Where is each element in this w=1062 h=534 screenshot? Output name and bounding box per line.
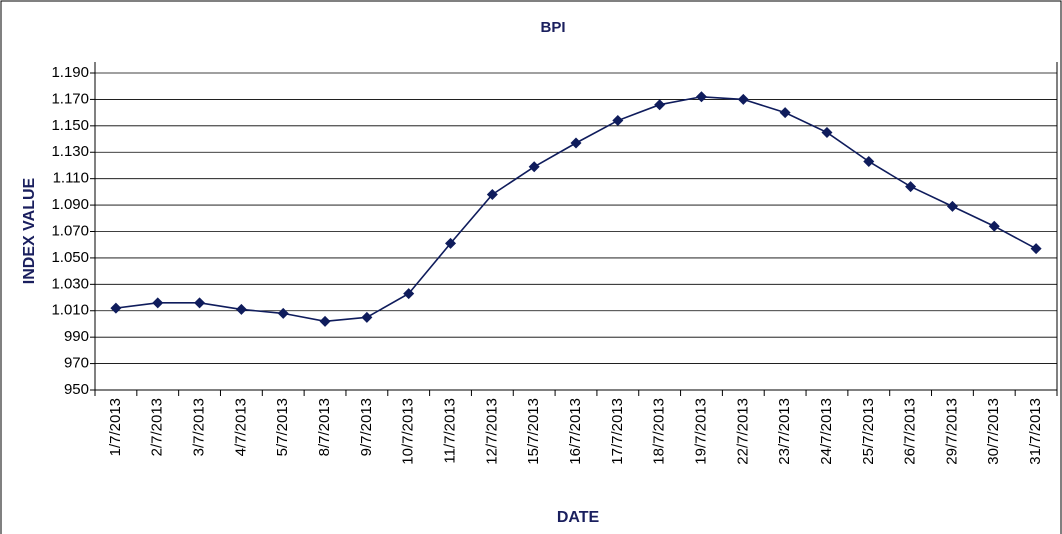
data-point [654,99,666,111]
data-point [152,297,164,309]
x-tick-label: 12/7/2013 [483,398,500,465]
data-point [403,288,415,300]
y-tick-label: 1.030 [51,275,89,292]
data-point [528,161,540,173]
x-tick-label: 31/7/2013 [1027,398,1044,465]
data-point [737,93,749,105]
data-point [905,181,917,193]
chart-title: BPI [540,19,565,36]
x-tick-label: 8/7/2013 [316,398,333,456]
y-tick-label: 950 [64,381,89,398]
data-point [695,91,707,103]
data-point [277,307,289,319]
x-tick-label: 4/7/2013 [232,398,249,456]
x-tick-label: 22/7/2013 [734,398,751,465]
data-point [570,137,582,149]
x-tick-label: 9/7/2013 [358,398,375,456]
x-tick-label: 16/7/2013 [567,398,584,465]
y-axis-title: INDEX VALUE [21,177,38,284]
data-point [319,315,331,327]
x-tick-label: 5/7/2013 [274,398,291,456]
x-tick-label: 18/7/2013 [651,398,668,465]
x-tick-label: 15/7/2013 [525,398,542,465]
data-point [445,237,457,249]
data-point [486,189,498,201]
y-tick-label: 1.090 [51,196,89,213]
x-tick-label: 3/7/2013 [191,398,208,456]
data-point [946,200,958,212]
x-tick-label: 25/7/2013 [860,398,877,465]
data-point [235,303,247,315]
y-tick-label: 1.130 [51,143,89,160]
data-point [110,302,122,314]
x-tick-label: 26/7/2013 [902,398,919,465]
x-tick-label: 24/7/2013 [818,398,835,465]
data-point [194,297,206,309]
y-tick-label: 1.070 [51,222,89,239]
x-tick-label: 29/7/2013 [943,398,960,465]
x-tick-label: 19/7/2013 [692,398,709,465]
x-tick-label: 10/7/2013 [400,398,417,465]
y-tick-label: 990 [64,328,89,345]
data-point [821,126,833,138]
x-tick-label: 17/7/2013 [609,398,626,465]
x-tick-label: 2/7/2013 [149,398,166,456]
data-point [1030,243,1042,255]
y-tick-label: 1.050 [51,249,89,266]
y-tick-label: 1.110 [53,170,89,187]
y-tick-label: 1.150 [51,117,89,134]
x-tick-label: 23/7/2013 [776,398,793,465]
y-tick-label: 970 [64,355,89,372]
data-point [988,220,1000,232]
x-tick-label: 30/7/2013 [985,398,1002,465]
x-axis-title: DATE [557,509,600,526]
y-tick-label: 1.190 [51,64,89,81]
data-point [779,107,791,119]
data-point [361,311,373,323]
x-tick-label: 1/7/2013 [107,398,124,456]
y-tick-label: 1.170 [51,90,89,107]
y-tick-label: 1.010 [51,302,89,319]
data-point [612,115,624,127]
data-point [863,155,875,167]
x-tick-label: 11/7/2013 [441,398,458,464]
